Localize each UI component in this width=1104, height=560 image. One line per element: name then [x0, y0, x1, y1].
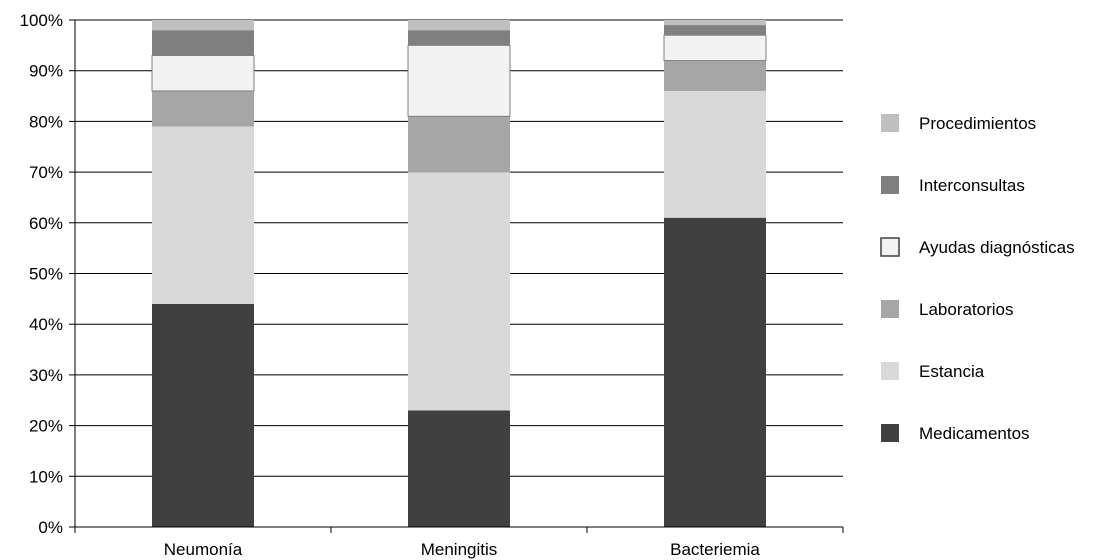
- legend-label: Procedimientos: [919, 114, 1036, 133]
- legend-label: Estancia: [919, 362, 985, 381]
- x-category-label: Meningitis: [421, 540, 498, 559]
- bar-segment: [664, 90, 766, 218]
- y-tick-label: 60%: [29, 214, 63, 233]
- bar-segment: [664, 60, 766, 91]
- bar-segment: [663, 34, 767, 62]
- y-tick-label: 80%: [29, 112, 63, 131]
- bar-segment: [152, 126, 254, 304]
- legend-label: Laboratorios: [919, 300, 1014, 319]
- y-axis-ticks: 0% 10% 20% 30% 40% 50% 60% 70% 80% 90% 100%: [20, 11, 75, 537]
- y-tick-label: 100%: [20, 11, 63, 30]
- bar-segment: [151, 54, 255, 92]
- x-category-label: Neumonía: [164, 540, 243, 559]
- legend-label: Ayudas diagnósticas: [919, 238, 1075, 257]
- bar-segment: [152, 303, 254, 527]
- bar-segment: [664, 20, 766, 26]
- bar-segment: [408, 116, 510, 173]
- bar-segment: [152, 30, 254, 56]
- legend: Procedimientos Interconsultas Ayudas diagn…: [880, 114, 1075, 443]
- legend-swatch: [880, 237, 900, 257]
- y-tick-label: 30%: [29, 366, 63, 385]
- bar-segment: [664, 25, 766, 36]
- bar-segment: [408, 20, 510, 31]
- legend-label: Medicamentos: [919, 424, 1030, 443]
- bar-segment: [408, 30, 510, 46]
- bar-segment: [152, 90, 254, 127]
- bar-segment: [152, 20, 254, 31]
- y-tick-label: 40%: [29, 315, 63, 334]
- x-category-label: Bacteriemia: [670, 540, 760, 559]
- legend-swatch: [881, 300, 899, 318]
- legend-swatch: [881, 424, 899, 442]
- bar-segment: [407, 44, 511, 117]
- legend-swatch: [881, 176, 899, 194]
- bar-segment: [408, 172, 510, 411]
- bars: [151, 20, 767, 528]
- y-tick-label: 50%: [29, 265, 63, 284]
- bar-segment: [408, 410, 510, 527]
- y-tick-label: 90%: [29, 62, 63, 81]
- bar-segment: [664, 217, 766, 528]
- y-tick-label: 20%: [29, 417, 63, 436]
- legend-label: Interconsultas: [919, 176, 1025, 195]
- y-tick-label: 0%: [38, 518, 63, 537]
- legend-swatch: [881, 362, 899, 380]
- y-tick-label: 70%: [29, 163, 63, 182]
- x-axis-categories: Neumonía Meningitis Bacteriemia: [164, 540, 761, 559]
- y-tick-label: 10%: [29, 467, 63, 486]
- legend-swatch: [881, 114, 899, 132]
